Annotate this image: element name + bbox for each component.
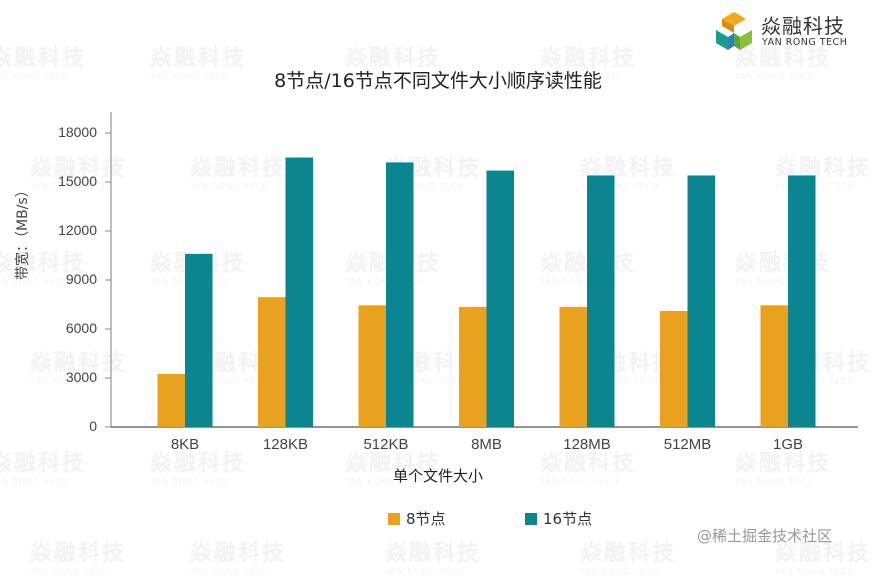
bar-16-nodes-128kb	[285, 157, 313, 427]
legend-swatch-8-nodes	[388, 512, 400, 525]
y-tick-label: 0	[89, 418, 97, 434]
bar-8-nodes-512mb	[660, 311, 688, 427]
legend-item-8-nodes: 8节点	[388, 508, 446, 529]
x-tick-label: 8KB	[170, 436, 200, 453]
brand-name-en: YAN RONG TECH	[762, 37, 848, 48]
x-tick-label: 512KB	[363, 436, 409, 453]
y-tick-label: 6000	[65, 320, 97, 336]
x-tick-label: 512MB	[663, 436, 712, 453]
bar-16-nodes-8kb	[185, 253, 213, 427]
y-axis-label: 带宽：（MB/s）	[15, 183, 31, 280]
bar-16-nodes-512kb	[386, 162, 414, 427]
bar-8-nodes-128mb	[559, 306, 587, 427]
y-tick-label: 9000	[65, 271, 97, 287]
bar-16-nodes-512mb	[687, 175, 715, 427]
y-tick-label: 3000	[65, 369, 97, 385]
x-tick-label: 128KB	[262, 436, 309, 453]
y-tick-label: 18000	[58, 124, 97, 140]
legend-label-8-nodes: 8节点	[406, 510, 446, 528]
bar-8-nodes-1gb	[760, 305, 788, 427]
y-tick-label: 15000	[58, 173, 97, 189]
bar-8-nodes-512kb	[358, 305, 386, 427]
bar-8-nodes-128kb	[258, 297, 286, 427]
legend-item-16-nodes: 16节点	[525, 508, 592, 529]
y-tick-label: 12000	[58, 222, 97, 238]
bar-8-nodes-8kb	[157, 373, 185, 427]
brand-logo: 焱融科技 YAN RONG TECH	[713, 8, 873, 54]
source-credit: @稀土掘金技术社区	[697, 527, 833, 545]
x-axis-label: 单个文件大小	[392, 467, 483, 485]
bar-16-nodes-128mb	[587, 175, 615, 427]
legend-label-16-nodes: 16节点	[543, 510, 593, 528]
bar-16-nodes-1gb	[788, 175, 816, 427]
brand-logo-icon	[716, 12, 752, 50]
x-tick-label: 8MB	[471, 436, 502, 453]
x-tick-label: 128MB	[563, 436, 611, 453]
brand-name-cn: 焱融科技	[761, 14, 845, 38]
legend-swatch-16-nodes	[525, 512, 537, 525]
bar-16-nodes-8mb	[486, 170, 514, 428]
bar-8-nodes-8mb	[459, 306, 487, 427]
x-tick-label: 1GB	[772, 436, 803, 453]
bar-chart	[105, 112, 858, 428]
chart-title: 8节点/16节点不同文件大小顺序读性能	[274, 70, 602, 92]
chart-legend: 8节点 16节点	[0, 508, 876, 528]
